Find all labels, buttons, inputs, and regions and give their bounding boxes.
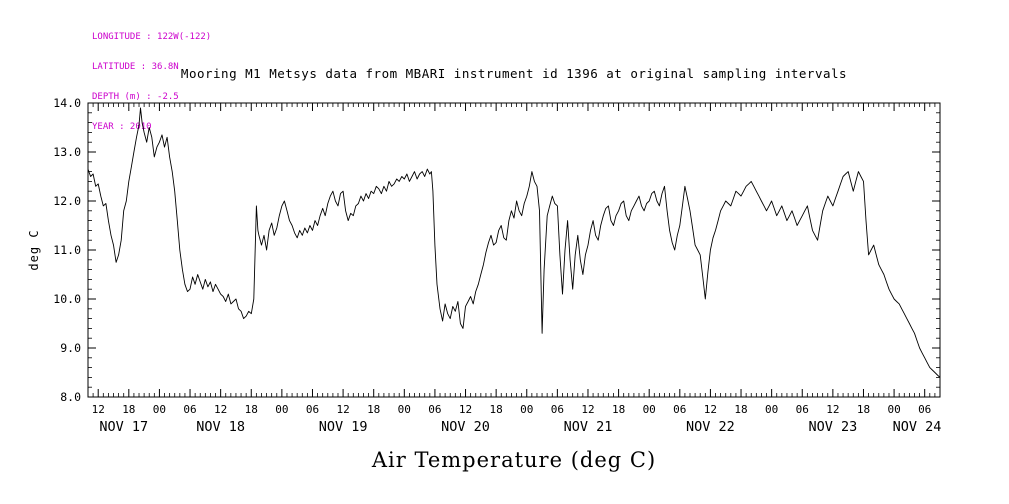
- y-tick-label: 13.0: [53, 145, 81, 159]
- hour-tick-label: 18: [734, 403, 747, 416]
- hour-tick-label: 12: [336, 403, 349, 416]
- metadata-depth: DEPTH (m) : -2.5: [92, 92, 179, 102]
- day-label: NOV 21: [564, 419, 613, 435]
- hour-tick-label: 12: [92, 403, 105, 416]
- hour-tick-label: 00: [275, 403, 288, 416]
- day-label: NOV 24: [893, 419, 942, 435]
- y-tick-label: 12.0: [53, 194, 81, 208]
- hour-tick-label: 06: [183, 403, 196, 416]
- x-axis-label: Air Temperature (deg C): [371, 448, 657, 472]
- day-label: NOV 18: [196, 419, 245, 435]
- hour-tick-label: 06: [306, 403, 319, 416]
- hour-tick-label: 00: [765, 403, 778, 416]
- temperature-line: [87, 107, 941, 378]
- y-tick-label: 9.0: [60, 341, 81, 355]
- hour-tick-label: 00: [887, 403, 900, 416]
- hour-tick-label: 12: [459, 403, 472, 416]
- hour-tick-label: 12: [826, 403, 839, 416]
- hour-tick-label: 06: [796, 403, 809, 416]
- plot-frame: [87, 102, 941, 398]
- metadata-year: YEAR : 2010: [92, 122, 152, 132]
- y-tick-label: 14.0: [53, 96, 81, 110]
- day-label: NOV 22: [686, 419, 735, 435]
- hour-tick-label: 06: [428, 403, 441, 416]
- day-label: NOV 17: [99, 419, 148, 435]
- hour-tick-label: 00: [398, 403, 411, 416]
- hour-tick-label: 12: [704, 403, 717, 416]
- chart-title: Mooring M1 Metsys data from MBARI instru…: [180, 66, 848, 81]
- hour-tick-label: 00: [643, 403, 656, 416]
- hour-tick-label: 06: [673, 403, 686, 416]
- hour-tick-label: 18: [612, 403, 625, 416]
- metadata-latitude: LATITUDE : 36.8N: [92, 62, 179, 72]
- day-label: NOV 23: [808, 419, 857, 435]
- day-label: NOV 20: [441, 419, 490, 435]
- hour-tick-label: 06: [551, 403, 564, 416]
- y-tick-label: 8.0: [60, 390, 81, 404]
- hour-tick-label: 18: [122, 403, 135, 416]
- hour-tick-label: 18: [490, 403, 503, 416]
- station-metadata: LONGITUDE : 122W(-122) LATITUDE : 36.8N …: [92, 12, 211, 152]
- y-tick-label: 11.0: [53, 243, 81, 257]
- hour-tick-label: 18: [367, 403, 380, 416]
- hour-tick-label: 12: [581, 403, 594, 416]
- day-label: NOV 19: [319, 419, 368, 435]
- hour-tick-label: 00: [153, 403, 166, 416]
- hour-tick-label: 18: [245, 403, 258, 416]
- metadata-longitude: LONGITUDE : 122W(-122): [92, 32, 212, 42]
- hour-tick-label: 06: [918, 403, 931, 416]
- hour-tick-label: 18: [857, 403, 870, 416]
- hour-tick-label: 12: [214, 403, 227, 416]
- hour-tick-label: 00: [520, 403, 533, 416]
- y-tick-label: 10.0: [53, 292, 81, 306]
